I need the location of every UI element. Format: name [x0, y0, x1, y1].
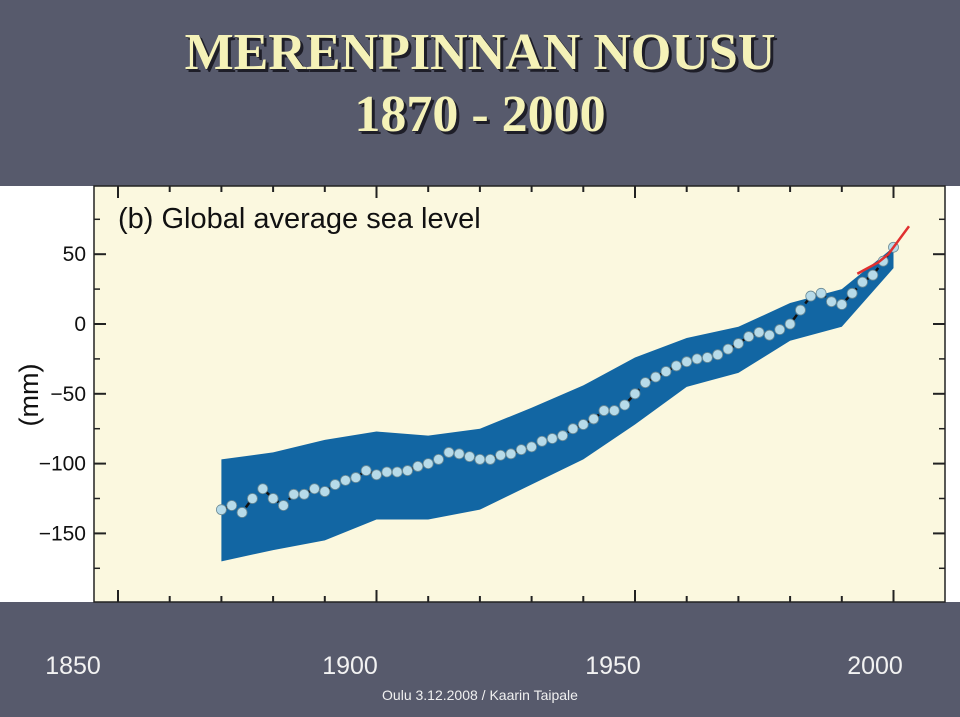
data-point — [546, 433, 558, 444]
data-point — [515, 444, 527, 456]
data-point — [412, 460, 424, 472]
data-point — [660, 366, 672, 377]
data-point — [402, 465, 413, 476]
data-point — [278, 500, 289, 511]
data-point — [805, 290, 817, 302]
data-point — [298, 488, 310, 500]
data-point — [360, 465, 372, 476]
data-point — [836, 299, 848, 310]
data-point — [815, 287, 827, 299]
data-point — [629, 388, 641, 400]
x-tick-label: 1950 — [585, 652, 641, 680]
data-point — [639, 377, 651, 389]
data-point — [329, 479, 341, 490]
uncertainty-band — [221, 247, 894, 562]
data-point — [484, 454, 496, 465]
data-point — [226, 500, 238, 511]
slide-title: MERENPINNAN NOUSU 1870 - 2000 — [0, 22, 960, 146]
data-point — [267, 493, 279, 504]
data-point — [340, 474, 351, 486]
data-point — [215, 504, 227, 516]
y-tick-label: −100 — [39, 453, 86, 476]
data-point — [433, 454, 444, 465]
y-axis-label: (mm) — [14, 364, 44, 427]
data-point — [681, 356, 693, 368]
data-point — [567, 423, 579, 435]
data-point — [857, 276, 868, 288]
data-point — [650, 371, 662, 383]
data-point — [505, 448, 517, 460]
data-point — [309, 483, 320, 495]
data-point — [319, 486, 331, 497]
data-point — [422, 458, 434, 470]
data-point — [670, 360, 682, 372]
data-point — [350, 472, 362, 483]
title-line-1: MERENPINNAN NOUSU — [184, 24, 776, 81]
data-point — [588, 413, 600, 425]
title-line-2: 1870 - 2000 — [354, 86, 606, 143]
data-point — [381, 466, 393, 478]
data-point — [288, 488, 300, 500]
data-point — [391, 466, 403, 478]
data-points-layer — [215, 241, 899, 518]
satellite-line-layer — [856, 225, 911, 275]
slide-header — [0, 0, 960, 186]
data-point — [453, 448, 465, 460]
data-point — [867, 269, 879, 281]
data-point — [701, 352, 713, 363]
x-tick-label: 1900 — [322, 652, 378, 680]
slide-footer — [0, 602, 960, 717]
y-tick-label: −150 — [39, 522, 86, 545]
data-point — [722, 343, 734, 355]
data-point — [526, 441, 537, 453]
y-tick-label: 0 — [74, 313, 86, 336]
data-point — [712, 349, 724, 361]
data-point — [774, 324, 786, 335]
data-point — [846, 287, 858, 299]
data-point — [608, 405, 620, 416]
data-point — [236, 507, 248, 518]
data-point — [764, 329, 775, 341]
satellite-line — [856, 225, 911, 275]
data-point — [733, 338, 744, 349]
data-point — [619, 399, 631, 411]
uncertainty-band-layer — [221, 247, 894, 562]
data-point — [577, 419, 589, 430]
data-point — [495, 449, 506, 461]
data-point — [536, 435, 548, 447]
data-point — [247, 493, 258, 504]
data-point — [753, 326, 765, 338]
data-point — [557, 430, 569, 442]
data-point — [743, 331, 755, 342]
data-point — [784, 318, 796, 330]
data-point — [795, 304, 806, 316]
data-point — [443, 447, 455, 458]
x-tick-label: 1850 — [45, 652, 101, 680]
y-tick-label: −50 — [50, 383, 86, 406]
x-tick-label: 2000 — [847, 652, 903, 680]
data-point — [464, 451, 475, 463]
data-point — [371, 469, 382, 481]
footer-credit: Oulu 3.12.2008 / Kaarin Taipale — [382, 687, 578, 703]
chart-title: (b) Global average sea level — [118, 203, 481, 235]
axes-layer: 50 0 −50 −100 −150 1850 1900 1950 2000 — [39, 186, 945, 680]
data-point — [474, 454, 486, 465]
y-tick-label: 50 — [63, 243, 86, 266]
data-point — [598, 405, 610, 416]
data-point — [826, 296, 837, 308]
data-point — [691, 353, 703, 365]
data-point — [257, 483, 269, 495]
